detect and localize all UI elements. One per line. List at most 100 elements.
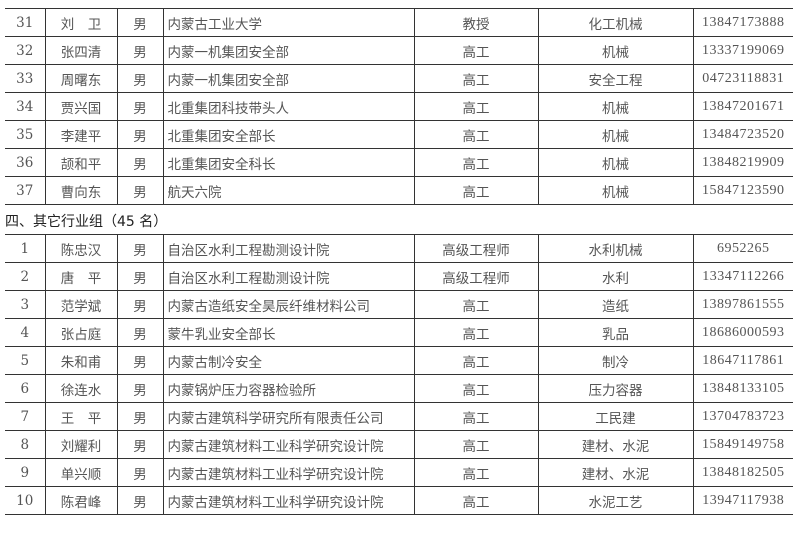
group3-table: 31 刘 卫男内蒙古工业大学 教授 化工机械 13847173888 32 张四清男内蒙一机… — [5, 8, 793, 205]
table-row: 1 陈忠汉男自治区水利工程勘测设计院 高级工程师 水利机械 6952265 — [5, 234, 793, 263]
phone-number-cell: 13847173888 — [692, 8, 793, 37]
job-title-cell: 高级工程师 — [413, 234, 539, 263]
work-unit-cell: 内蒙古建筑材料工业科学研究设计院 — [162, 458, 415, 487]
work-unit-cell: 内蒙一机集团安全部 — [162, 64, 415, 93]
row-number-cell: 32 — [5, 36, 46, 65]
gender-cell: 男 — [116, 486, 164, 515]
work-unit-cell: 内蒙锅炉压力容器检验所 — [162, 374, 415, 403]
job-title-cell: 高工 — [413, 486, 539, 515]
work-unit-cell: 内蒙古建筑材料工业科学研究设计院 — [162, 430, 415, 459]
phone-number-cell: 13704783723 — [692, 402, 793, 431]
work-unit-cell: 内蒙古制冷安全 — [162, 346, 415, 375]
person-name-cell: 徐连水 — [44, 374, 118, 403]
phone-number-cell: 04723118831 — [692, 64, 793, 93]
job-title-cell: 高工 — [413, 120, 539, 149]
job-title-cell: 高工 — [413, 458, 539, 487]
gender-cell: 男 — [116, 176, 164, 205]
gender-cell: 男 — [116, 346, 164, 375]
phone-number-cell: 15849149758 — [692, 430, 793, 459]
specialty-cell: 机械 — [537, 176, 694, 205]
job-title-cell: 高工 — [413, 64, 539, 93]
job-title-cell: 高工 — [413, 148, 539, 177]
phone-number-cell: 13897861555 — [692, 290, 793, 319]
gender-cell: 男 — [116, 318, 164, 347]
work-unit-cell: 内蒙古造纸安全昊辰纤维材料公司 — [162, 290, 415, 319]
job-title-cell: 高工 — [413, 318, 539, 347]
gender-cell: 男 — [116, 234, 164, 263]
gender-cell: 男 — [116, 148, 164, 177]
person-name-cell: 颉和平 — [44, 148, 118, 177]
person-name-cell: 陈君峰 — [44, 486, 118, 515]
row-number-cell: 31 — [5, 8, 46, 37]
specialty-cell: 制冷 — [537, 346, 694, 375]
job-title-cell: 高工 — [413, 374, 539, 403]
row-number-cell: 2 — [5, 262, 46, 291]
specialty-cell: 水利机械 — [537, 234, 694, 263]
person-name-cell: 陈忠汉 — [44, 234, 118, 263]
group4-table: 1 陈忠汉男自治区水利工程勘测设计院 高级工程师 水利机械 6952265 2 唐 平男自治… — [5, 234, 793, 515]
person-name-cell: 李建平 — [44, 120, 118, 149]
specialty-cell: 压力容器 — [537, 374, 694, 403]
phone-number-cell: 13337199069 — [692, 36, 793, 65]
person-name-cell: 张占庭 — [44, 318, 118, 347]
row-number-cell: 7 — [5, 402, 46, 431]
work-unit-cell: 北重集团安全部长 — [162, 120, 415, 149]
gender-cell: 男 — [116, 64, 164, 93]
work-unit-cell: 内蒙一机集团安全部 — [162, 36, 415, 65]
table-row: 31 刘 卫男内蒙古工业大学 教授 化工机械 13847173888 — [5, 8, 793, 37]
table-row: 36 颉和平男北重集团安全科长 高工 机械 13848219909 — [5, 148, 793, 177]
job-title-cell: 高工 — [413, 92, 539, 121]
gender-cell: 男 — [116, 402, 164, 431]
table-row: 6 徐连水男内蒙锅炉压力容器检验所 高工 压力容器 13848133105 — [5, 374, 793, 403]
row-number-cell: 10 — [5, 486, 46, 515]
specialty-cell: 机械 — [537, 120, 694, 149]
person-name-cell: 刘耀利 — [44, 430, 118, 459]
person-name-cell: 朱和甫 — [44, 346, 118, 375]
job-title-cell: 高工 — [413, 176, 539, 205]
phone-number-cell: 13947117938 — [692, 486, 793, 515]
job-title-cell: 高工 — [413, 290, 539, 319]
gender-cell: 男 — [116, 430, 164, 459]
specialty-cell: 机械 — [537, 148, 694, 177]
row-number-cell: 33 — [5, 64, 46, 93]
row-number-cell: 1 — [5, 234, 46, 263]
phone-number-cell: 13848219909 — [692, 148, 793, 177]
gender-cell: 男 — [116, 8, 164, 37]
person-name-cell: 曹向东 — [44, 176, 118, 205]
gender-cell: 男 — [116, 262, 164, 291]
table-row: 33 周曙东男内蒙一机集团安全部 高工 安全工程 04723118831 — [5, 64, 793, 93]
row-number-cell: 5 — [5, 346, 46, 375]
person-name-cell: 贾兴国 — [44, 92, 118, 121]
table-row: 34 贾兴国男北重集团科技带头人 高工 机械 13847201671 — [5, 92, 793, 121]
table-row: 35 李建平男北重集团安全部长 高工 机械 13484723520 — [5, 120, 793, 149]
row-number-cell: 6 — [5, 374, 46, 403]
specialty-cell: 造纸 — [537, 290, 694, 319]
phone-number-cell: 18647117861 — [692, 346, 793, 375]
gender-cell: 男 — [116, 36, 164, 65]
job-title-cell: 高工 — [413, 430, 539, 459]
gender-cell: 男 — [116, 92, 164, 121]
work-unit-cell: 自治区水利工程勘测设计院 — [162, 234, 415, 263]
person-name-cell: 唐 平 — [44, 262, 118, 291]
row-number-cell: 3 — [5, 290, 46, 319]
specialty-cell: 化工机械 — [537, 8, 694, 37]
gender-cell: 男 — [116, 120, 164, 149]
row-number-cell: 4 — [5, 318, 46, 347]
row-number-cell: 37 — [5, 176, 46, 205]
specialty-cell: 乳品 — [537, 318, 694, 347]
table-row: 4 张占庭男蒙牛乳业安全部长 高工 乳品 18686000593 — [5, 318, 793, 347]
job-title-cell: 高级工程师 — [413, 262, 539, 291]
section-title: 四、其它行业组（45 名） — [5, 214, 168, 230]
row-number-cell: 35 — [5, 120, 46, 149]
row-number-cell: 9 — [5, 458, 46, 487]
table-row: 3 范学斌男内蒙古造纸安全昊辰纤维材料公司 高工 造纸 13897861555 — [5, 290, 793, 319]
specialty-cell: 建材、水泥 — [537, 458, 694, 487]
phone-number-cell: 13848182505 — [692, 458, 793, 487]
work-unit-cell: 内蒙古建筑科学研究所有限责任公司 — [162, 402, 415, 431]
specialty-cell: 水泥工艺 — [537, 486, 694, 515]
specialty-cell: 安全工程 — [537, 64, 694, 93]
phone-number-cell: 13848133105 — [692, 374, 793, 403]
table-row: 8 刘耀利男内蒙古建筑材料工业科学研究设计院 高工 建材、水泥 15849149758 — [5, 430, 793, 459]
